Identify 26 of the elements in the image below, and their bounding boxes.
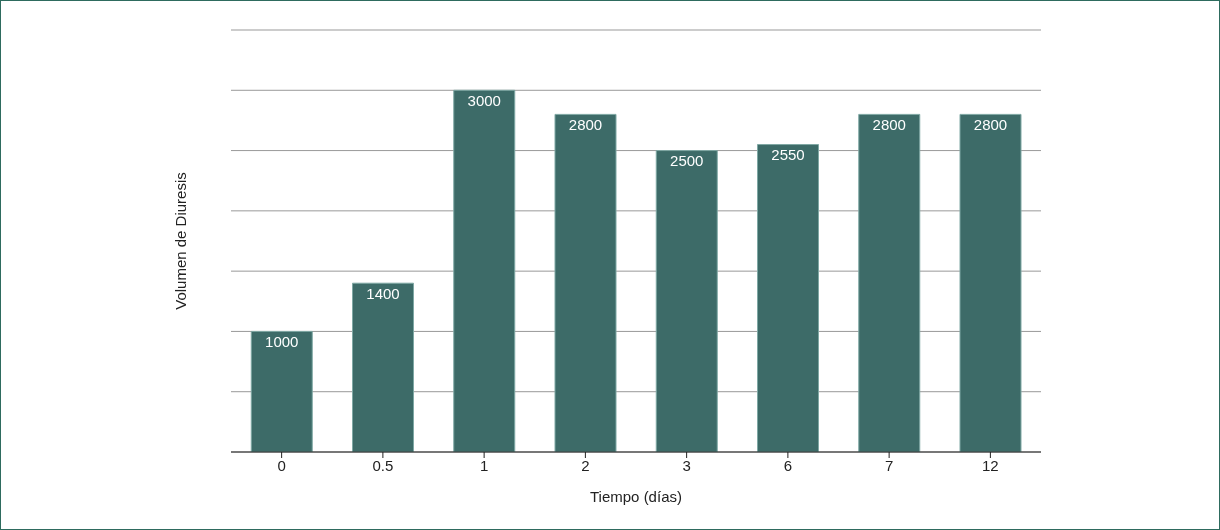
- x-axis-title: Tiempo (días): [590, 488, 682, 505]
- data-label: 2550: [771, 146, 805, 164]
- x-tick-label: 7: [884, 456, 894, 474]
- data-label: 1400: [366, 284, 400, 302]
- bar: [554, 113, 617, 452]
- bar: [757, 144, 819, 452]
- data-label: 3000: [467, 91, 501, 109]
- x-tick-label: 6: [783, 456, 793, 474]
- x-tick-label: 0: [277, 456, 286, 474]
- x-tick-label: 0.5: [372, 456, 394, 474]
- data-label: 1000: [265, 333, 299, 351]
- data-label: 2800: [872, 116, 906, 134]
- data-label: 2800: [973, 116, 1008, 134]
- x-tick-label: 3: [682, 456, 691, 474]
- data-label: 2800: [568, 116, 603, 134]
- x-tick-label: 1: [479, 456, 489, 474]
- bar: [655, 150, 718, 452]
- y-axis-title: Volumen de Diuresis: [172, 172, 190, 310]
- bar: [352, 282, 414, 452]
- data-label: 2500: [670, 152, 704, 170]
- x-tick-label: 12: [982, 456, 999, 474]
- bar: [453, 89, 516, 452]
- bar: [250, 330, 313, 452]
- x-tick-label: 2: [581, 456, 590, 474]
- bar: [858, 113, 921, 452]
- bar: [959, 113, 1022, 452]
